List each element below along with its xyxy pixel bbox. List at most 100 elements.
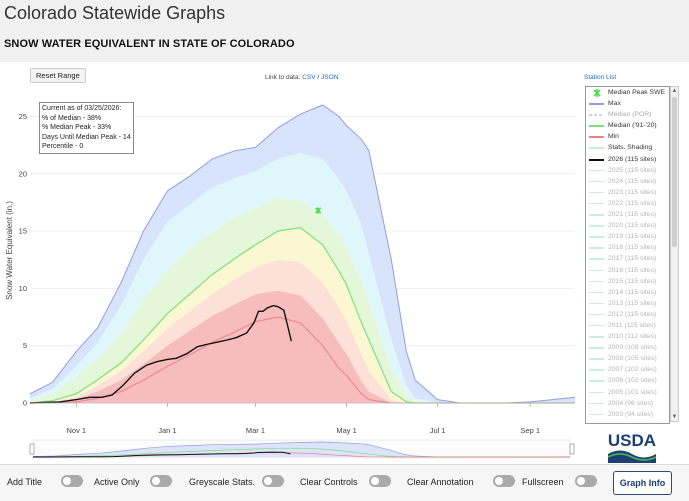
control-toggle[interactable] — [369, 475, 391, 487]
legend-item[interactable]: 2015 (115 sites) — [586, 276, 669, 287]
x-tick-label: Sep 1 — [520, 426, 540, 435]
y-tick-label: 20 — [19, 169, 27, 178]
legend-scrollbar[interactable]: ▲ ▼ — [670, 86, 679, 422]
legend-item[interactable]: 2012 (115 sites) — [586, 309, 669, 320]
legend-swatch — [589, 147, 604, 149]
x-tick-label: Jul 1 — [430, 426, 446, 435]
legend-label: 2011 (115 sites) — [608, 321, 656, 329]
legend-item[interactable]: 2004 (96 sites) — [586, 398, 669, 409]
chart-legend: Median Peak SWE Max Median (POR) Median ('9… — [585, 86, 670, 424]
legend-item[interactable]: Median ('91-'20) — [586, 120, 669, 131]
legend-scroll-thumb[interactable] — [672, 97, 677, 247]
legend-item[interactable]: 2022 (115 sites) — [586, 198, 669, 209]
legend-label: 2019 (115 sites) — [608, 233, 657, 241]
legend-item[interactable]: 2026 (115 sites) — [586, 154, 669, 165]
toggle-knob — [264, 477, 272, 485]
station-list-link[interactable]: Station List — [584, 74, 617, 81]
legend-label: 2006 (102 sites) — [608, 377, 657, 385]
legend-swatch — [589, 180, 604, 183]
legend-swatch — [589, 225, 604, 227]
legend-item[interactable]: 2007 (102 sites) — [586, 364, 669, 375]
legend-label: 2023 (115 sites) — [608, 188, 657, 196]
legend-item[interactable]: 2014 (115 sites) — [586, 287, 669, 298]
legend-item[interactable]: Median (POR) — [586, 109, 669, 120]
control-label: Greyscale Stats. — [189, 477, 256, 487]
toggle-knob — [152, 477, 160, 485]
legend-item[interactable]: 2021 (115 sites) — [586, 209, 669, 220]
y-tick-label: 5 — [23, 341, 27, 350]
legend-label: 2009 (108 sites) — [608, 344, 657, 352]
navigator-2026-line — [33, 451, 291, 458]
legend-label: 2020 (115 sites) — [608, 222, 657, 230]
csv-link[interactable]: CSV — [302, 74, 316, 81]
series-2026-line — [30, 304, 292, 404]
legend-item[interactable]: 2023 (115 sites) — [586, 187, 669, 198]
chart-panel: 0 5 10 15 20 25 Nov 1 Jan 1 Mar 1 May 1 Jul 1 Sep 1… — [0, 62, 689, 464]
y-tick-label: 10 — [19, 284, 27, 293]
control-toggle[interactable] — [150, 475, 172, 487]
control-toggle[interactable] — [493, 475, 515, 487]
scroll-up-icon[interactable]: ▲ — [671, 88, 678, 94]
band-max-to-p90 — [30, 105, 575, 403]
median-peak-marker — [315, 207, 322, 214]
legend-item[interactable]: 2024 (115 sites) — [586, 176, 669, 187]
scroll-down-icon[interactable]: ▼ — [671, 414, 678, 420]
control-toggle[interactable] — [575, 475, 597, 487]
band-p70-to-median — [30, 197, 575, 403]
legend-label: 2025 (115 sites) — [608, 166, 657, 174]
navigator-right-handle — [569, 443, 575, 455]
legend-label: 2013 (115 sites) — [608, 299, 657, 307]
x-tick-label: May 1 — [336, 426, 356, 435]
legend-item[interactable]: 2019 (115 sites) — [586, 231, 669, 242]
legend-item[interactable]: 2020 (115 sites) — [586, 220, 669, 231]
legend-item[interactable]: 2025 (115 sites) — [586, 165, 669, 176]
legend-item[interactable]: 2017 (115 sites) — [586, 253, 669, 264]
legend-item[interactable]: Max — [586, 98, 669, 109]
info-percent-median: % of Median - 38% — [42, 114, 102, 122]
reset-range-button[interactable]: Reset Range — [30, 68, 86, 83]
link-separator: / — [317, 74, 320, 81]
legend-item[interactable]: 2003 (94 sites) — [586, 409, 669, 420]
control-toggle[interactable] — [262, 475, 284, 487]
x-tick-label: Mar 1 — [246, 426, 265, 435]
legend-item[interactable]: Median Peak SWE — [586, 87, 669, 98]
legend-label: Median Peak SWE — [608, 89, 666, 96]
legend-label: 2022 (115 sites) — [608, 199, 657, 207]
legend-swatch — [589, 136, 604, 138]
legend-item[interactable]: Stats. Shading — [586, 142, 669, 153]
legend-item[interactable]: 2018 (115 sites) — [586, 242, 669, 253]
info-percent-median-peak: % Median Peak - 33% — [42, 124, 112, 131]
legend-swatch — [589, 380, 604, 382]
control-label: Add Title — [7, 477, 43, 487]
legend-label: 2004 (96 sites) — [608, 399, 653, 407]
legend-item[interactable]: 2006 (102 sites) — [586, 375, 669, 386]
legend-swatch — [589, 302, 604, 305]
info-percentile: Percentile - 0 — [42, 143, 84, 150]
legend-item[interactable]: 2009 (108 sites) — [586, 342, 669, 353]
legend-label: 2003 (94 sites) — [608, 410, 653, 418]
graph-info-button[interactable]: Graph Info — [613, 471, 672, 495]
peak-marker-icon — [593, 89, 601, 97]
legend-item[interactable]: 2016 (115 sites) — [586, 265, 669, 276]
legend-label: Median ('91-'20) — [608, 122, 657, 130]
control-toggle[interactable] — [61, 475, 83, 487]
legend-swatch — [589, 347, 604, 349]
legend-swatch — [589, 191, 604, 194]
section-title: SNOW WATER EQUIVALENT IN STATE OF COLORA… — [4, 38, 295, 50]
page-title: Colorado Statewide Graphs — [4, 3, 226, 23]
info-current-date: Current as of 03/25/2026: — [42, 105, 122, 112]
legend-swatch — [589, 236, 604, 238]
legend-item[interactable]: 2011 (115 sites) — [586, 320, 669, 331]
legend-item[interactable]: Min — [586, 131, 669, 142]
legend-label: 2017 (115 sites) — [608, 255, 657, 263]
legend-item[interactable]: 2013 (115 sites) — [586, 298, 669, 309]
legend-label: Stats. Shading — [608, 144, 653, 152]
legend-item[interactable]: 2008 (105 sites) — [586, 353, 669, 364]
legend-swatch — [589, 114, 604, 116]
toggle-knob — [371, 477, 379, 485]
json-link[interactable]: JSON — [321, 74, 339, 81]
link-prefix: Link to data: — [265, 74, 301, 81]
control-label: Active Only — [94, 477, 140, 487]
legend-item[interactable]: 2010 (112 sites) — [586, 331, 669, 342]
legend-item[interactable]: 2005 (101 sites) — [586, 387, 669, 398]
